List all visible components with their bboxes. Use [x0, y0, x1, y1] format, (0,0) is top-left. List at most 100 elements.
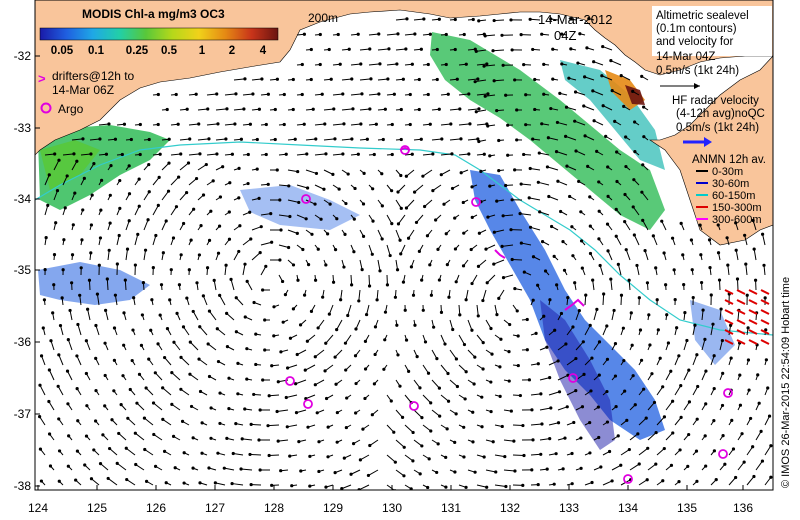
current-arrow-tip [309, 77, 313, 82]
current-arrow-tip [625, 418, 629, 422]
current-arrow [188, 153, 200, 156]
current-arrow-tip [139, 343, 144, 347]
current-arrow-tip [324, 152, 328, 156]
current-arrow-tip [113, 137, 118, 141]
hf-red-arrow [748, 299, 758, 305]
current-arrow-tip [347, 47, 351, 51]
current-arrow-tip [444, 232, 448, 236]
current-arrow-tip [536, 283, 540, 287]
current-arrow-tip [318, 62, 322, 67]
current-arrow-tip [766, 386, 770, 390]
current-arrow-tip [47, 432, 52, 436]
current-arrow-tip [609, 59, 613, 63]
current-arrow-tip [500, 33, 504, 37]
current-arrow-tip [371, 219, 375, 223]
current-arrow-tip [454, 280, 458, 284]
current-arrow [278, 214, 290, 218]
current-arrow-tip [297, 440, 301, 444]
current-arrow [566, 326, 574, 336]
current-arrow-tip [709, 293, 713, 297]
current-arrow-tip [221, 165, 225, 169]
current-arrow-tip [363, 367, 368, 371]
current-arrow-tip [658, 356, 662, 360]
current-arrow-tip [445, 263, 449, 267]
current-arrow-tip [249, 237, 253, 241]
current-arrow-tip [181, 325, 186, 329]
current-arrow-tip [568, 194, 572, 199]
current-arrow [476, 123, 487, 126]
current-arrow-tip [591, 278, 595, 282]
current-arrow-tip [449, 122, 453, 126]
argo-floats [285, 145, 733, 484]
current-arrow-tip [172, 340, 176, 344]
current-arrow-tip [610, 89, 614, 93]
current-arrow-tip [315, 411, 319, 415]
current-arrow [62, 153, 74, 156]
current-arrow-tip [54, 221, 58, 225]
current-arrow-tip [752, 474, 756, 479]
current-arrow-tip [363, 396, 367, 401]
current-arrow-tip [198, 389, 203, 394]
current-arrow-tip [165, 327, 170, 331]
current-arrow [557, 121, 568, 126]
current-arrow [249, 453, 262, 456]
current-arrow-tip [642, 387, 646, 391]
hf-red-arrow [724, 299, 734, 305]
current-arrow-tip [510, 198, 514, 202]
current-arrow [269, 454, 280, 457]
current-arrow-head [694, 83, 700, 89]
current-arrow-tip [518, 211, 522, 216]
current-arrow-tip [327, 47, 331, 52]
current-arrow [683, 340, 688, 351]
current-arrow [548, 422, 559, 426]
current-arrow-tip [764, 358, 768, 362]
current-arrow-tip [429, 293, 434, 297]
current-arrow-tip [471, 17, 475, 22]
current-arrow [475, 79, 487, 83]
current-arrow [246, 281, 253, 291]
current-arrow-tip [454, 412, 458, 416]
current-arrow-tip [234, 296, 238, 300]
current-arrow-tip [677, 480, 681, 484]
current-arrow-tip [249, 422, 253, 426]
current-arrow-tip [665, 313, 669, 317]
current-arrow-tip [225, 345, 230, 349]
current-arrow-tip [513, 78, 517, 82]
current-arrow-tip [104, 152, 109, 156]
current-arrow-tip [398, 384, 402, 388]
current-arrow [67, 339, 73, 351]
current-arrow-tip [646, 446, 650, 450]
current-arrow-tip [540, 422, 544, 426]
current-arrow-tip [661, 385, 665, 389]
current-arrow-tip [574, 389, 578, 393]
current-arrow-tip [683, 310, 687, 315]
current-arrow-tip [592, 119, 596, 123]
current-arrow [152, 235, 157, 246]
current-arrow [95, 325, 100, 336]
current-arrow-tip [506, 153, 510, 157]
current-arrow [449, 319, 454, 330]
current-arrow-tip [712, 449, 716, 453]
current-arrow-tip [482, 455, 486, 459]
current-arrow-tip [699, 253, 703, 257]
current-arrow-tip [425, 234, 430, 238]
current-arrow [170, 206, 177, 216]
current-arrow [458, 123, 470, 126]
colorbar: MODIS Chl-a mg/m3 OC3 0.05 0.1 0.25 0.5 1 2 4 [39, 7, 279, 57]
current-arrow-tip [467, 152, 471, 156]
current-arrow-tip [399, 173, 403, 178]
current-arrow [269, 394, 280, 397]
current-arrow [638, 447, 649, 456]
current-arrow [242, 238, 252, 246]
current-arrow-tip [428, 263, 432, 267]
current-arrow [206, 123, 218, 126]
current-arrow [179, 192, 187, 201]
current-arrow-tip [191, 466, 195, 470]
current-arrow-tip [38, 447, 43, 451]
isobath-label: 200m [308, 11, 338, 25]
current-arrow-tip [179, 355, 183, 360]
current-arrow-tip [509, 18, 513, 22]
current-arrow-tip [309, 309, 314, 313]
current-arrow-tip [123, 278, 127, 282]
current-arrow-tip [266, 92, 270, 96]
